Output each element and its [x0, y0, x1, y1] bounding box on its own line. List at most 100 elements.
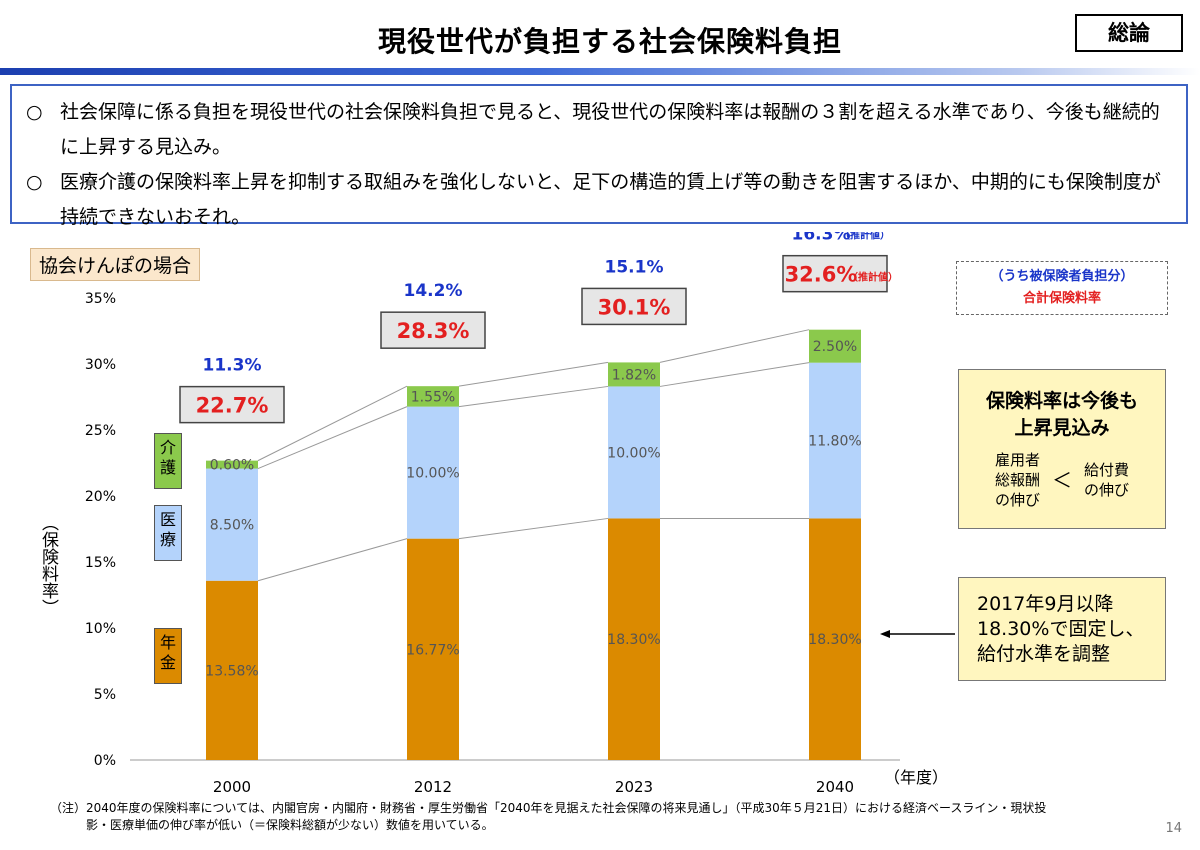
bar-segment-medical: [809, 362, 861, 519]
legend-employee-share: （うち被保険者負担分）: [990, 269, 1134, 284]
summary-item: ○ 社会保障に係る負担を現役世代の社会保険料負担で見ると、現役世代の保険料率は報…: [26, 95, 1172, 165]
wage-growth-line: の伸び: [994, 491, 1040, 509]
total-rate-label: 30.1%: [598, 295, 671, 319]
section-tag: 総論: [1075, 14, 1183, 52]
connector-line: [458, 385, 609, 408]
total-rate-label: 28.3%: [397, 319, 470, 343]
connector-line: [659, 362, 810, 387]
page-title: 現役世代が負担する社会保険料負担: [377, 25, 842, 58]
footnote-line: 影・医療単価の伸び率が低い（＝保険料総額が少ない）数値を用いている。: [86, 818, 494, 832]
chart-subtitle: 協会けんぽの場合: [30, 248, 201, 281]
benefit-growth-text: 給付費 の伸び: [1084, 460, 1129, 500]
footnote: （注）2040年度の保険料率については、内閣官房・内閣府・財務省・厚生労働省「2…: [50, 800, 1130, 834]
segment-value-label: 0.60%: [210, 458, 254, 474]
category-label-care: 介護: [154, 433, 182, 489]
connector-line: [458, 361, 609, 387]
segment-value-label: 18.30%: [607, 632, 660, 648]
growth-comparison: 雇用者 総報酬 の伸び ＜ 給付費 の伸び: [959, 450, 1165, 510]
segment-value-label: 10.00%: [406, 466, 459, 482]
bar-segment-care: [608, 362, 660, 387]
connector-line: [257, 406, 408, 470]
benefit-growth-line: 給付費: [1084, 461, 1130, 479]
rising-rate-note: 保険料率は今後も 上昇見込み 雇用者 総報酬 の伸び ＜ 給付費 の伸び: [958, 369, 1166, 529]
total-rate-box: [380, 311, 486, 349]
connector-line: [257, 538, 408, 582]
summary-text: 医療介護の保険料率上昇を抑制する取組みを強化しないと、足下の構造的賃上げ等の動き…: [60, 171, 1161, 228]
rising-note-heading-line: 上昇見込み: [1014, 417, 1110, 439]
total-rate-box: [581, 287, 687, 326]
estimate-note: （推計値）: [840, 232, 890, 242]
category-label-pension: 年金: [154, 628, 182, 684]
segment-value-label: 18.30%: [808, 632, 861, 648]
pension-note-line: 給付水準を調整: [977, 643, 1111, 665]
x-tick-label: 2000: [213, 778, 251, 796]
bar-segment-care: [206, 460, 258, 469]
y-tick-label: 25%: [85, 423, 116, 439]
total-rate-label: 22.7%: [196, 394, 269, 418]
y-axis-title: （保険料率）: [38, 514, 59, 616]
segment-value-label: 10.00%: [607, 445, 660, 461]
pension-fixed-note: 2017年9月以降 18.30%で固定し、 給付水準を調整: [958, 577, 1166, 681]
employee-share-label: 15.1%: [605, 257, 664, 277]
y-tick-label: 10%: [85, 621, 116, 637]
y-tick-label: 15%: [85, 555, 116, 571]
title-rule: [0, 68, 1200, 75]
employee-share-label: 14.2%: [404, 281, 463, 301]
segment-value-label: 2.50%: [813, 339, 857, 355]
x-tick-label: 2012: [414, 778, 452, 796]
bar-segment-pension: [407, 538, 459, 760]
bar-segment-pension: [608, 518, 660, 760]
summary-bullet: ○: [26, 101, 43, 123]
bar-segment-pension: [206, 580, 258, 760]
connector-line: [257, 385, 408, 462]
y-tick-label: 0%: [94, 753, 116, 769]
y-tick-label: 30%: [85, 357, 116, 373]
page-number: 14: [1165, 821, 1182, 836]
segment-value-label: 13.58%: [205, 663, 258, 679]
x-axis-title: （年度）: [884, 768, 948, 787]
wage-growth-line: 雇用者: [994, 451, 1040, 469]
connector-line: [458, 517, 609, 540]
less-than-symbol: ＜: [1052, 468, 1072, 492]
stacked-bar-chart: 0% 5% 10% 15% 20% 25% 30% 35% （保険料率） 13.58% 8.50% 0…: [38, 232, 955, 796]
connector-line: [659, 329, 810, 363]
segment-value-label: 1.55%: [411, 389, 455, 405]
summary-text: 社会保障に係る負担を現役世代の社会保険料負担で見ると、現役世代の保険料率は報酬の…: [60, 101, 1160, 158]
estimate-note: （推計値）: [848, 271, 898, 284]
pension-note-line: 18.30%で固定し、: [977, 618, 1145, 640]
legend-box: （うち被保険者負担分） 合計保険料率: [956, 261, 1168, 315]
wage-growth-text: 雇用者 総報酬 の伸び: [995, 450, 1040, 510]
bar-segment-pension: [809, 518, 861, 760]
pension-note-arrow-head: [880, 630, 890, 638]
segment-value-label: 8.50%: [210, 518, 254, 534]
benefit-growth-line: の伸び: [1084, 481, 1130, 499]
footnote-line: （注）2040年度の保険料率については、内閣官房・内閣府・財務省・厚生労働省「2…: [50, 801, 1047, 815]
wage-growth-line: 総報酬: [994, 471, 1040, 489]
bar-segment-medical: [608, 386, 660, 519]
y-tick-label: 20%: [85, 489, 116, 505]
segment-value-label: 11.80%: [808, 434, 861, 450]
x-tick-label: 2023: [615, 778, 653, 796]
total-rate-box: [179, 385, 285, 424]
summary-bullet: ○: [26, 171, 43, 193]
employee-share-label: 11.3%: [203, 356, 262, 376]
summary-box: ○ 社会保障に係る負担を現役世代の社会保険料負担で見ると、現役世代の保険料率は報…: [10, 84, 1188, 228]
total-rate-box: [782, 254, 888, 293]
bar-segment-medical: [407, 406, 459, 539]
rising-note-heading: 保険料率は今後も 上昇見込み: [959, 388, 1165, 442]
chart-area: 0% 5% 10% 15% 20% 25% 30% 35% （保険料率） 13.58% 8.50% 0…: [0, 232, 1200, 832]
bar-segment-care: [809, 329, 861, 363]
bar-segment-medical: [206, 468, 258, 581]
rising-note-heading-line: 保険料率は今後も: [985, 390, 1138, 412]
segment-value-label: 16.77%: [406, 642, 459, 658]
category-label-medical: 医療: [154, 505, 182, 561]
y-tick-label: 5%: [94, 687, 116, 703]
legend-total-rate: 合計保険料率: [1022, 291, 1101, 306]
employee-share-label: 16.3%: [792, 232, 851, 245]
y-tick-label: 35%: [85, 291, 116, 307]
bar-segment-care: [407, 386, 459, 407]
pension-note-line: 2017年9月以降: [977, 593, 1114, 615]
summary-item: ○ 医療介護の保険料率上昇を抑制する取組みを強化しないと、足下の構造的賃上げ等の…: [26, 165, 1172, 235]
segment-value-label: 1.82%: [612, 367, 656, 383]
total-rate-label: 32.6%: [785, 263, 858, 287]
